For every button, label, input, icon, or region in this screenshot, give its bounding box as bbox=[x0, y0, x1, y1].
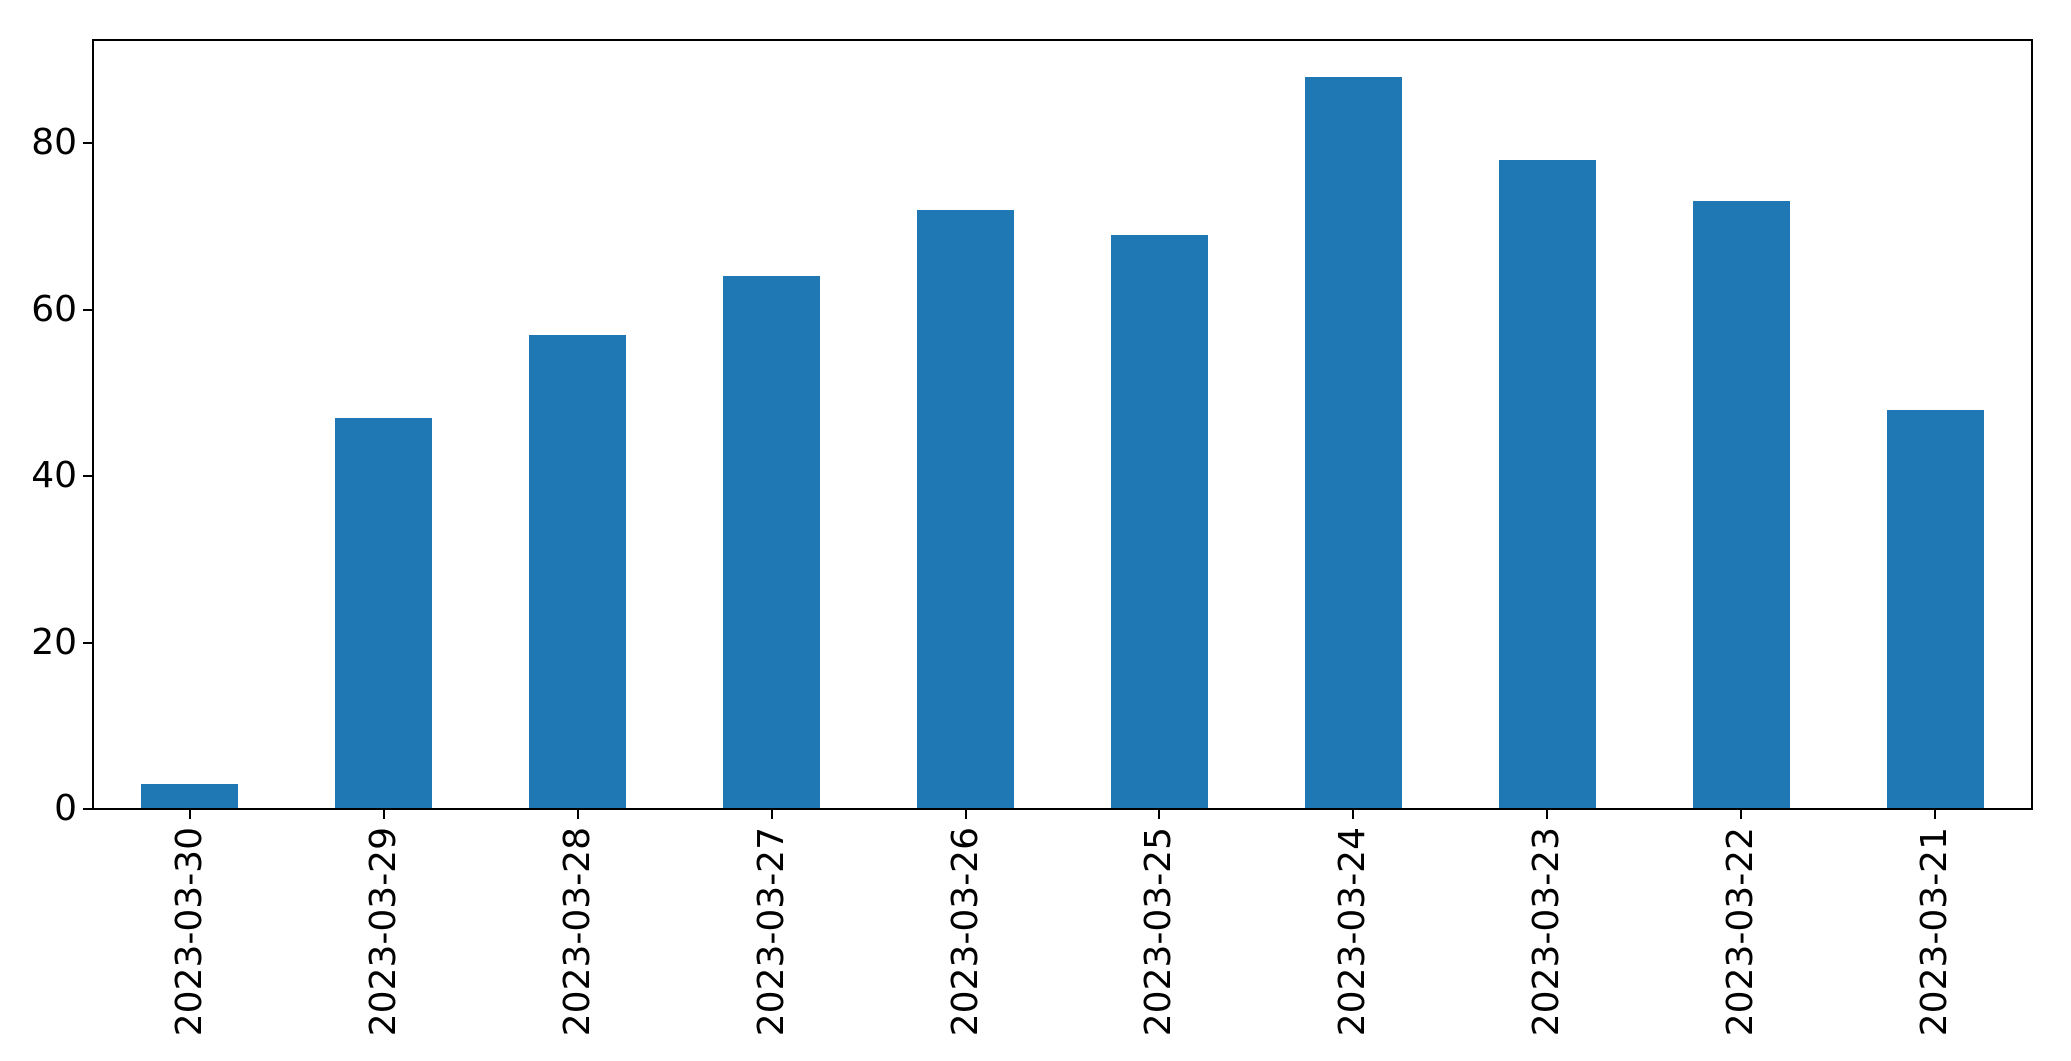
x-tick-mark bbox=[1158, 809, 1161, 819]
bar bbox=[723, 276, 821, 809]
y-tick-mark bbox=[83, 475, 93, 478]
y-tick-mark bbox=[83, 308, 93, 311]
x-tick-mark bbox=[1740, 809, 1743, 819]
x-tick-mark bbox=[1934, 809, 1937, 819]
bar bbox=[917, 209, 1014, 809]
x-tick-mark bbox=[964, 809, 967, 819]
bar bbox=[335, 417, 433, 809]
x-tick-label: 2023-03-30 bbox=[168, 827, 210, 1037]
x-tick-mark bbox=[576, 809, 579, 819]
x-tick-label: 2023-03-23 bbox=[1526, 827, 1568, 1037]
y-tick-mark bbox=[83, 641, 93, 644]
x-tick-label: 2023-03-28 bbox=[556, 827, 598, 1037]
y-tick-label: 0 bbox=[54, 788, 77, 829]
y-tick-label: 40 bbox=[31, 455, 77, 497]
y-tick-mark bbox=[83, 142, 93, 145]
bar bbox=[1110, 234, 1208, 809]
x-tick-mark bbox=[188, 809, 191, 819]
bar bbox=[1692, 201, 1790, 809]
bar bbox=[1304, 76, 1402, 809]
x-tick-label: 2023-03-27 bbox=[750, 827, 792, 1037]
x-tick-label: 2023-03-29 bbox=[362, 827, 404, 1037]
y-tick-label: 60 bbox=[31, 288, 77, 330]
bar bbox=[529, 334, 627, 809]
plot-area bbox=[93, 40, 2032, 809]
x-tick-label: 2023-03-25 bbox=[1138, 827, 1180, 1037]
x-tick-mark bbox=[1352, 809, 1355, 819]
x-tick-mark bbox=[1546, 809, 1549, 819]
x-tick-label: 2023-03-24 bbox=[1332, 827, 1374, 1037]
y-tick-label: 20 bbox=[31, 621, 77, 663]
x-tick-mark bbox=[382, 809, 385, 819]
y-tick-mark bbox=[83, 808, 93, 810]
bar bbox=[1498, 159, 1596, 809]
bar bbox=[141, 784, 239, 809]
x-tick-label: 2023-03-26 bbox=[944, 827, 986, 1037]
plot-border bbox=[92, 39, 2033, 810]
x-tick-label: 2023-03-22 bbox=[1720, 827, 1762, 1037]
x-tick-label: 2023-03-21 bbox=[1914, 827, 1956, 1037]
y-tick-label: 80 bbox=[31, 122, 77, 164]
x-tick-mark bbox=[770, 809, 773, 819]
bar bbox=[1886, 409, 1984, 809]
